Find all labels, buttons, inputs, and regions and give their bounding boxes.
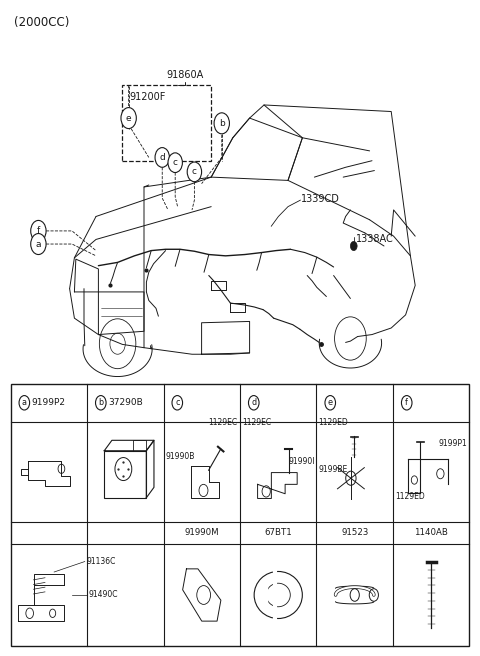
Text: 67BT1: 67BT1	[264, 528, 292, 537]
Text: e: e	[328, 398, 333, 407]
Text: 1129EC: 1129EC	[242, 418, 271, 427]
Circle shape	[19, 396, 30, 410]
Text: 1129ED: 1129ED	[395, 492, 425, 501]
Bar	[133, 440, 146, 451]
Text: 91523: 91523	[341, 528, 369, 537]
Circle shape	[325, 396, 336, 410]
Circle shape	[168, 153, 182, 173]
Text: f: f	[405, 398, 408, 407]
Bar	[11, 384, 469, 646]
Text: 1339CD: 1339CD	[301, 194, 340, 204]
Text: 91990B: 91990B	[166, 452, 195, 461]
Circle shape	[350, 241, 357, 251]
Text: b: b	[219, 119, 225, 128]
Text: 91990I: 91990I	[288, 457, 314, 466]
Text: 1140AB: 1140AB	[414, 528, 448, 537]
Text: a: a	[22, 398, 27, 407]
Text: c: c	[173, 158, 178, 167]
Circle shape	[187, 162, 202, 182]
Text: d: d	[251, 398, 256, 407]
Circle shape	[214, 113, 229, 134]
Circle shape	[401, 396, 412, 410]
Text: 9199BE: 9199BE	[318, 465, 348, 474]
Text: 9199P1: 9199P1	[439, 440, 468, 448]
Text: 91860A: 91860A	[166, 70, 204, 80]
Circle shape	[31, 220, 46, 241]
Circle shape	[96, 396, 106, 410]
Text: a: a	[36, 239, 41, 249]
Text: 91136C: 91136C	[86, 557, 116, 566]
Bar	[122, 85, 211, 161]
Text: b: b	[98, 398, 103, 407]
Text: c: c	[175, 398, 180, 407]
Circle shape	[31, 234, 46, 255]
Circle shape	[249, 396, 259, 410]
Text: e: e	[126, 113, 132, 123]
Text: 1129ED: 1129ED	[318, 418, 348, 427]
Text: (2000CC): (2000CC)	[14, 16, 70, 30]
Text: 1338AC: 1338AC	[356, 234, 394, 245]
Text: 1129EC: 1129EC	[208, 418, 238, 427]
Text: 9199P2: 9199P2	[32, 398, 66, 407]
Text: f: f	[37, 226, 40, 236]
Circle shape	[121, 108, 136, 129]
Text: d: d	[159, 153, 165, 162]
Text: c: c	[192, 167, 197, 176]
Text: 91490C: 91490C	[89, 590, 118, 600]
Circle shape	[172, 396, 182, 410]
Bar	[104, 451, 146, 498]
Text: 91200F: 91200F	[130, 92, 166, 102]
Text: 91990M: 91990M	[184, 528, 219, 537]
Circle shape	[155, 148, 169, 167]
Text: 37290B: 37290B	[108, 398, 143, 407]
